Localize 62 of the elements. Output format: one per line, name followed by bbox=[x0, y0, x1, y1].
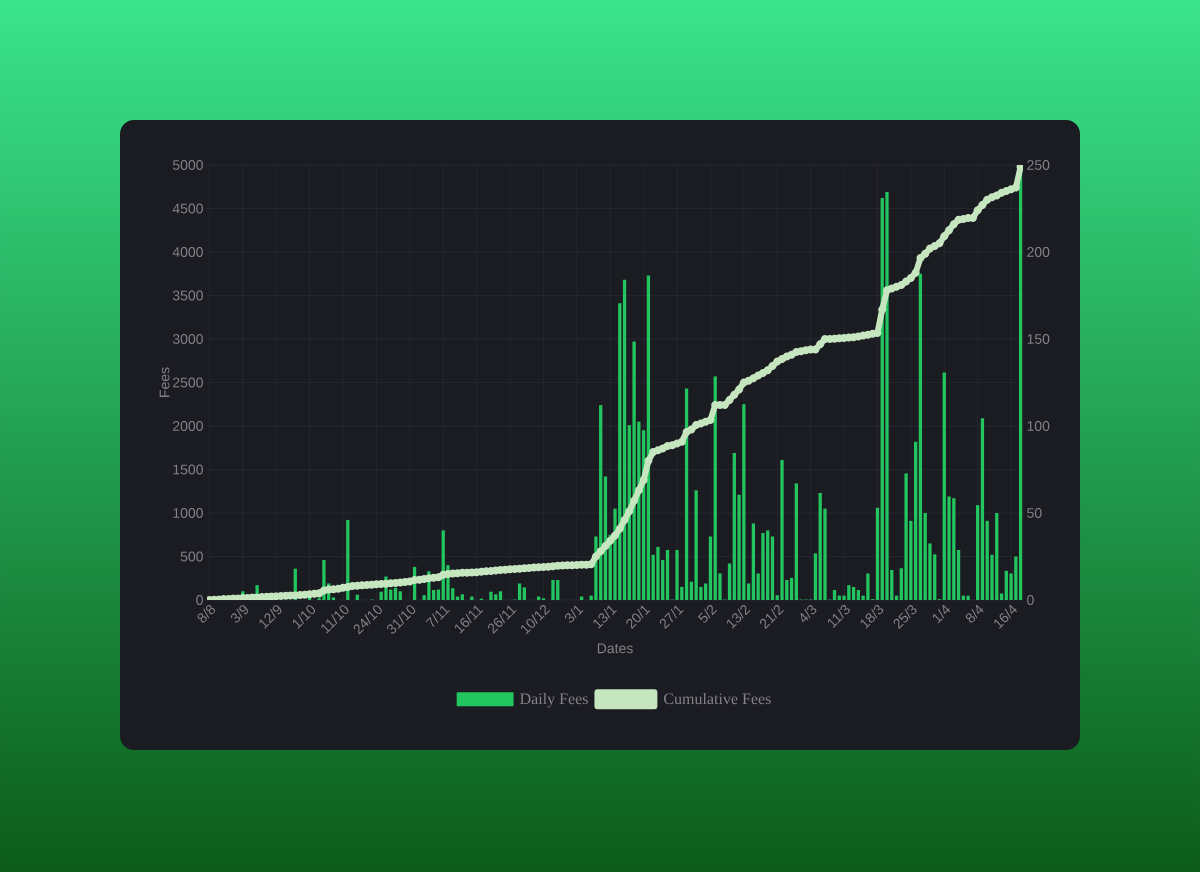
x-tick-label: 3/1 bbox=[564, 605, 584, 623]
bar bbox=[331, 597, 336, 600]
y-tick-label: 500 bbox=[180, 551, 203, 562]
x-axis-title: Dates bbox=[597, 643, 633, 654]
bar bbox=[489, 591, 493, 600]
x-tick-label: 1/4 bbox=[932, 604, 951, 624]
x-tick-label: 3/9 bbox=[230, 605, 249, 623]
y2-tick-label: 0 bbox=[1027, 595, 1034, 605]
bar bbox=[522, 587, 526, 600]
bar bbox=[956, 549, 961, 600]
bar bbox=[460, 594, 464, 600]
bar bbox=[856, 589, 861, 600]
y2-tick-label: 50 bbox=[1027, 508, 1042, 518]
bar bbox=[751, 523, 756, 600]
bar bbox=[875, 507, 880, 600]
bar bbox=[665, 549, 670, 600]
y-tick-label: 0 bbox=[196, 595, 203, 605]
y-tick-label: 1000 bbox=[173, 508, 203, 518]
bar bbox=[789, 577, 794, 600]
x-tick-label: 8/4 bbox=[965, 604, 984, 623]
bar bbox=[851, 586, 856, 600]
y-tick-label: 3000 bbox=[172, 334, 203, 344]
x-tick-label: 4/3 bbox=[800, 605, 817, 623]
y-tick-label: 2500 bbox=[173, 377, 203, 388]
bar bbox=[780, 459, 784, 600]
bar bbox=[980, 418, 985, 600]
x-tick-label: 8/8 bbox=[197, 605, 216, 623]
bar bbox=[398, 591, 402, 600]
bar bbox=[966, 595, 970, 600]
bar bbox=[708, 536, 713, 600]
legend-label: Daily Fees bbox=[520, 692, 588, 708]
y-tick-label: 4500 bbox=[172, 203, 203, 214]
bar bbox=[656, 546, 660, 600]
y2-tick-label: 150 bbox=[1027, 334, 1050, 344]
bar bbox=[770, 536, 775, 600]
bar bbox=[517, 583, 522, 600]
bar bbox=[832, 589, 837, 600]
y2-tick-label: 250 bbox=[1027, 160, 1050, 170]
y-tick-label: 2000 bbox=[173, 421, 203, 431]
bar bbox=[913, 441, 918, 600]
bar bbox=[976, 505, 980, 600]
x-tick-label: 11/3 bbox=[827, 605, 850, 629]
y-tick-label: 1500 bbox=[173, 464, 203, 475]
bar bbox=[918, 273, 923, 600]
bar bbox=[761, 533, 765, 600]
bar bbox=[551, 579, 555, 600]
bar bbox=[794, 483, 798, 600]
legend-label: Cumulative Fees bbox=[664, 692, 771, 705]
y-tick-label: 5000 bbox=[172, 160, 203, 170]
x-tick-label: 7/11 bbox=[425, 605, 450, 628]
y-tick-label: 3500 bbox=[172, 290, 203, 301]
y2-tick-label: 100 bbox=[1027, 421, 1050, 431]
x-tick-label: 5/2 bbox=[697, 605, 718, 623]
y2-tick-label: 200 bbox=[1027, 247, 1050, 257]
y-tick-label: 4000 bbox=[172, 247, 203, 257]
bar bbox=[746, 583, 751, 600]
bar bbox=[813, 553, 818, 600]
bar bbox=[727, 563, 732, 600]
bar bbox=[675, 549, 679, 600]
bar bbox=[999, 593, 1004, 600]
y-axis-title: Fees bbox=[159, 367, 170, 397]
bar bbox=[498, 591, 503, 600]
